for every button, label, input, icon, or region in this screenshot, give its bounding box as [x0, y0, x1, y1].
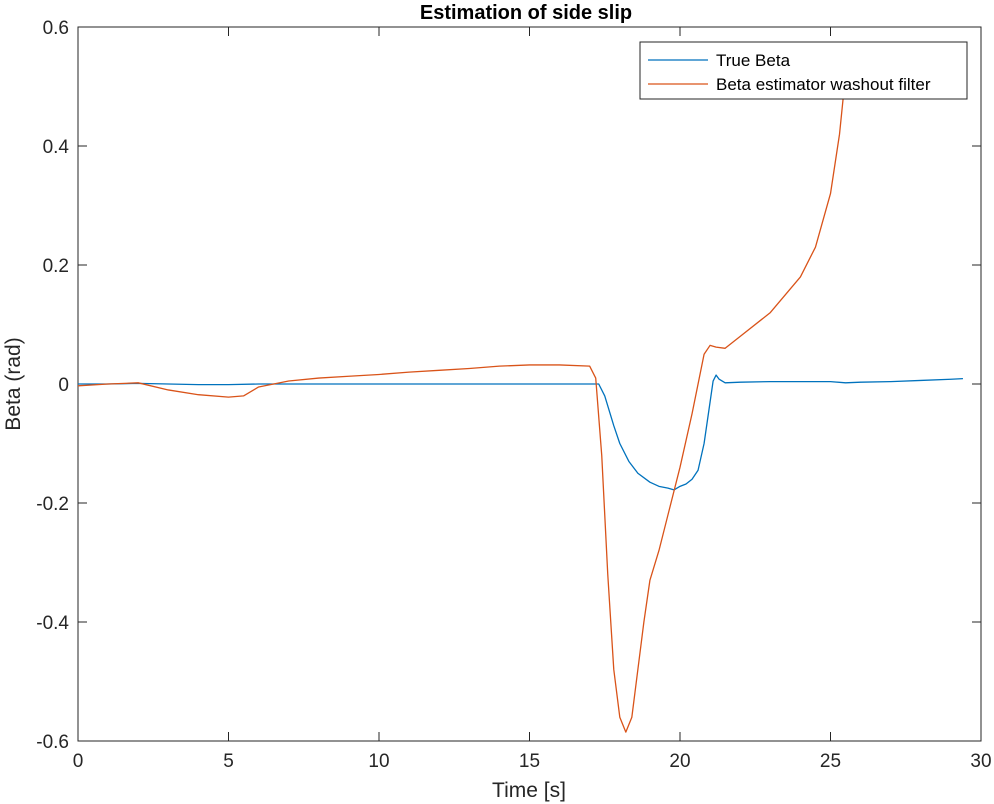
series-line-beta-estimator	[78, 74, 847, 733]
y-tick-label: 0	[58, 375, 69, 396]
x-tick-label: 5	[223, 751, 234, 772]
y-tick-label: 0.6	[43, 18, 69, 39]
y-tick-labels: -0.6 -0.4 -0.2 0 0.2 0.4 0.6	[36, 18, 69, 753]
x-axis-label: Time [s]	[492, 779, 566, 802]
chart-title: Estimation of side slip	[420, 2, 632, 24]
y-tick-label: 0.4	[43, 137, 70, 158]
legend-label-beta-estimator: Beta estimator washout filter	[716, 75, 931, 94]
x-tick-label: 0	[73, 751, 84, 772]
y-axis-label: Beta (rad)	[2, 337, 25, 430]
x-tick-label: 10	[368, 751, 389, 772]
y-tick-label: -0.4	[36, 613, 69, 634]
legend-label-true-beta: True Beta	[716, 51, 791, 70]
y-tick-label: 0.2	[43, 256, 69, 277]
x-tick-label: 20	[669, 751, 690, 772]
x-tick-label: 30	[970, 751, 991, 772]
y-tick-label: -0.6	[36, 732, 69, 753]
x-tick-label: 25	[820, 751, 841, 772]
series-line-true-beta	[78, 374, 963, 491]
legend: True Beta Beta estimator washout filter	[639, 41, 968, 100]
x-tick-label: 15	[519, 751, 540, 772]
series-lines	[78, 74, 963, 733]
legend-box	[639, 41, 968, 100]
x-tick-labels: 0 5 10 15 20 25 30	[73, 751, 992, 772]
y-tick-label: -0.2	[36, 494, 69, 515]
